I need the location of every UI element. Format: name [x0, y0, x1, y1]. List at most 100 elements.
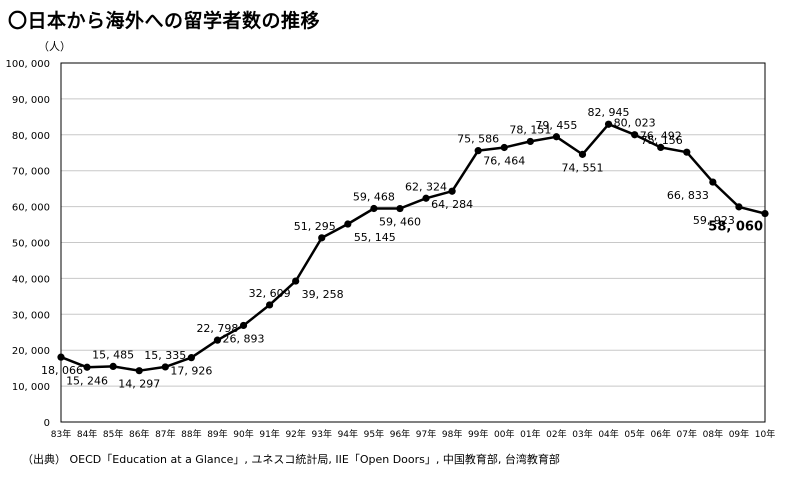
- x-tick-label: 02年: [546, 428, 566, 440]
- x-tick-label: 93年: [312, 428, 332, 440]
- data-label: 14, 297: [118, 378, 160, 391]
- data-point: [396, 204, 404, 213]
- data-label: 76, 492: [640, 129, 682, 142]
- x-tick-label: 84年: [77, 428, 97, 440]
- x-tick-label: 05年: [624, 428, 644, 440]
- data-point: [578, 150, 587, 158]
- x-axis-ticks: 83年 84年 85年 86年 87年 88年 89年 90年 91年 92年 93年 94年 95年 9…: [51, 428, 775, 440]
- data-point: [604, 120, 613, 128]
- x-tick-label: 99年: [468, 428, 488, 440]
- y-tick-label: 10, 000: [12, 382, 50, 393]
- data-label: 66, 833: [667, 189, 709, 202]
- data-point: [631, 131, 639, 139]
- data-point: [657, 143, 665, 151]
- x-tick-label: 08年: [703, 428, 723, 440]
- data-label: 22, 798: [196, 322, 238, 335]
- data-label: 79, 455: [535, 119, 577, 132]
- data-point: [213, 336, 222, 344]
- data-point: [187, 354, 195, 362]
- x-tick-label: 87年: [155, 428, 175, 440]
- data-label: 82, 945: [588, 106, 630, 119]
- data-point: [761, 209, 769, 218]
- x-tick-label: 86年: [129, 428, 149, 440]
- y-tick-label: 100, 000: [5, 59, 50, 70]
- data-point: [500, 143, 508, 152]
- data-label: 39, 258: [302, 288, 344, 301]
- source-note: （出典） OECD「Education at a Glance」, ユネスコ統計…: [22, 453, 560, 466]
- data-label: 15, 485: [92, 348, 134, 361]
- x-tick-label: 89年: [207, 428, 227, 440]
- data-point: [265, 301, 274, 309]
- y-tick-label: 70, 000: [12, 167, 50, 178]
- data-point: [474, 147, 482, 155]
- y-tick-label: 80, 000: [12, 131, 50, 142]
- data-label: 55, 145: [354, 231, 396, 244]
- data-point: [109, 362, 117, 371]
- x-tick-label: 10年: [755, 428, 775, 440]
- data-point: [239, 321, 248, 330]
- data-label: 51, 295: [294, 220, 336, 233]
- x-tick-label: 88年: [181, 428, 201, 440]
- data-label: 74, 551: [561, 161, 603, 174]
- data-label: 59, 460: [379, 216, 421, 229]
- data-point: [683, 148, 691, 156]
- data-label: 26, 893: [223, 332, 265, 345]
- x-tick-label: 92年: [285, 428, 305, 440]
- y-tick-label: 40, 000: [12, 274, 50, 285]
- data-label: 59, 923: [693, 214, 735, 227]
- data-label: 15, 335: [144, 349, 186, 362]
- y-axis-unit-label: （人）: [38, 40, 71, 53]
- y-tick-label: 20, 000: [12, 346, 50, 357]
- data-point: [292, 277, 300, 285]
- data-label: 75, 156: [641, 134, 683, 147]
- data-label: 59, 468: [353, 191, 395, 204]
- data-point: [57, 353, 65, 361]
- data-label: 32, 609: [249, 287, 291, 300]
- plot-area-frame: [60, 62, 766, 423]
- data-point: [709, 178, 717, 186]
- data-points: [57, 120, 769, 375]
- data-point: [552, 133, 561, 141]
- x-tick-label: 01年: [520, 428, 540, 440]
- x-tick-label: 90年: [233, 428, 253, 440]
- data-point: [370, 204, 378, 213]
- y-tick-label: 50, 000: [12, 239, 50, 250]
- data-label: 64, 284: [431, 198, 473, 211]
- data-label: 58, 060: [708, 220, 763, 235]
- data-label: 17, 926: [170, 365, 212, 378]
- data-point: [318, 234, 326, 242]
- data-label: 62, 324: [405, 180, 447, 193]
- x-tick-label: 98年: [442, 428, 462, 440]
- series-line: [60, 122, 766, 372]
- page-title: 〇日本から海外への留学者数の推移: [8, 10, 321, 32]
- data-label: 80, 023: [614, 117, 656, 130]
- y-tick-label: 0: [44, 418, 50, 429]
- x-tick-label: 96年: [390, 428, 410, 440]
- x-tick-label: 00年: [494, 428, 514, 440]
- grid-lines: [61, 98, 765, 387]
- data-label: 78, 151: [509, 123, 551, 136]
- y-tick-label: 60, 000: [12, 203, 50, 214]
- x-tick-label: 97年: [416, 428, 436, 440]
- x-tick-label: 04年: [598, 428, 618, 440]
- data-point: [422, 194, 430, 202]
- x-tick-label: 03年: [572, 428, 592, 440]
- data-point: [344, 220, 352, 228]
- data-point: [161, 363, 169, 371]
- data-point: [448, 187, 456, 195]
- y-axis-ticks: 0 10, 000 20, 000 30, 000 40, 000 50, 000 60, …: [5, 59, 50, 429]
- x-tick-label: 94年: [338, 428, 358, 440]
- x-tick-label: 07年: [677, 428, 697, 440]
- x-tick-label: 06年: [650, 428, 670, 440]
- x-tick-label: 09年: [729, 428, 749, 440]
- x-tick-label: 95年: [364, 428, 384, 440]
- data-point: [735, 203, 743, 211]
- data-label: 76, 464: [483, 154, 525, 167]
- x-tick-label: 91年: [259, 428, 279, 440]
- y-tick-label: 90, 000: [12, 95, 50, 106]
- data-label: 75, 586: [457, 133, 499, 146]
- data-point: [135, 367, 143, 375]
- data-label: 15, 246: [66, 374, 108, 387]
